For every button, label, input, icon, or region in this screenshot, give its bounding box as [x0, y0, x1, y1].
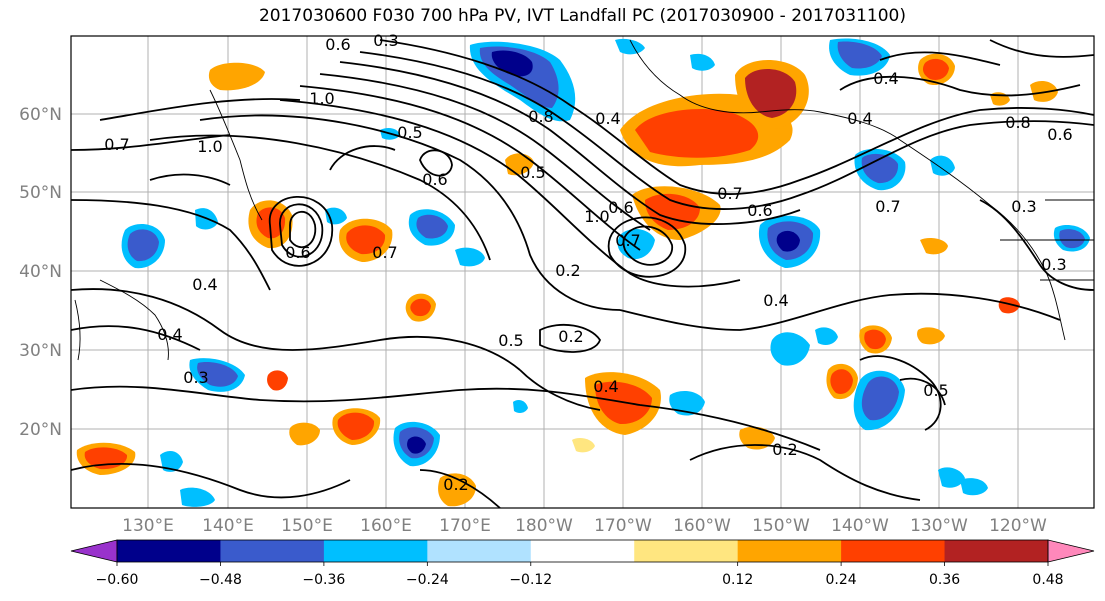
colorbar-segment: [530, 540, 635, 562]
contour-label: 0.5: [397, 123, 422, 142]
latitude-tick-label: 50°N: [19, 183, 62, 203]
latitude-tick-label: 20°N: [19, 420, 62, 440]
contour-label: 0.6: [325, 35, 350, 54]
colorbar-segment: [427, 540, 532, 562]
colorbar-tick-label: −0.60: [96, 572, 139, 588]
longitude-tick-label: 160°W: [673, 516, 731, 536]
contour-label: 0.5: [520, 163, 545, 182]
colorbar-tick-label: 0.24: [826, 572, 857, 588]
colorbar-tick-label: −0.48: [199, 572, 242, 588]
latitude-tick-label: 60°N: [19, 105, 62, 125]
colorbar-segment: [737, 540, 842, 562]
longitude-tick-label: 120°W: [989, 516, 1047, 536]
longitude-tick-label: 170°W: [594, 516, 652, 536]
contour-label: 0.2: [772, 440, 797, 459]
latitude-ticks: 60°N 50°N 40°N 30°N 20°N: [19, 105, 62, 440]
contour-lines: [71, 39, 1094, 508]
contour-label: 0.4: [593, 377, 618, 396]
contour-label: 0.6: [285, 243, 310, 262]
contour-label: 0.4: [847, 109, 872, 128]
colorbar-segment: [944, 540, 1049, 562]
contour-label: 1.0: [197, 137, 222, 156]
longitude-tick-label: 170°E: [439, 516, 491, 536]
longitude-tick-label: 150°W: [752, 516, 810, 536]
longitude-ticks: 130°E 140°E 150°E 160°E 170°E 180°W 170°W 160°W…: [122, 516, 1047, 536]
shaded-anomalies: [76, 38, 1090, 507]
colorbar-tick-label: 0.36: [929, 572, 960, 588]
contour-label: 0.3: [1011, 197, 1036, 216]
colorbar-tick-label: −0.36: [302, 572, 345, 588]
contour-label: 0.6: [422, 170, 447, 189]
latitude-tick-label: 40°N: [19, 262, 62, 282]
map-frame-bg: [71, 36, 1094, 508]
colorbar-tick-label: 0.48: [1032, 572, 1063, 588]
contour-label: 0.4: [157, 325, 182, 344]
latitude-tick-label: 30°N: [19, 341, 62, 361]
contour-label: 0.7: [717, 184, 742, 203]
longitude-tick-label: 130°W: [910, 516, 968, 536]
contour-label: 0.7: [875, 197, 900, 216]
colorbar-segment: [117, 540, 221, 562]
colorbar-segment: [220, 540, 325, 562]
contour-label: 1.0: [309, 89, 334, 108]
contour-label: 0.7: [104, 135, 129, 154]
contour-label: 0.5: [498, 331, 523, 350]
colorbar-extend-min: [70, 539, 118, 563]
colorbar-tick-label: 0.12: [722, 572, 753, 588]
contour-label: 0.3: [1041, 255, 1066, 274]
colorbar-segment: [634, 540, 739, 562]
contour-label: 0.4: [763, 291, 788, 310]
contour-label: 0.3: [183, 368, 208, 387]
longitude-tick-label: 140°E: [202, 516, 254, 536]
colorbar-outline: [116, 539, 1049, 563]
colorbar-tick-label: −0.12: [509, 572, 552, 588]
longitude-tick-label: 180°W: [515, 516, 573, 536]
longitude-tick-label: 140°W: [831, 516, 889, 536]
contour-label: 0.4: [873, 69, 898, 88]
map-frame: [70, 35, 1095, 509]
colorbar: [70, 539, 1095, 563]
contour-label: 0.4: [595, 109, 620, 128]
contour-label: 0.2: [558, 327, 583, 346]
contour-label: 0.8: [1005, 113, 1030, 132]
longitude-tick-label: 160°E: [360, 516, 412, 536]
graticule: [71, 36, 1094, 508]
colorbar-segment: [323, 540, 428, 562]
contour-label: 1.0: [584, 207, 609, 226]
colorbar-segment: [841, 540, 946, 562]
coastlines: [74, 39, 1094, 361]
colorbar-tick-label: −0.24: [406, 572, 449, 588]
map-title: 2017030600 F030 700 hPa PV, IVT Landfall…: [258, 6, 906, 26]
contour-label: 0.6: [608, 198, 633, 217]
longitude-tick-label: 130°E: [122, 516, 174, 536]
contour-label: 0.6: [1047, 125, 1072, 144]
contour-label: 0.8: [528, 107, 553, 126]
contour-label: 0.2: [555, 261, 580, 280]
contour-label: 0.7: [615, 231, 640, 250]
contour-label: 0.2: [443, 475, 468, 494]
contour-label: 0.4: [192, 275, 217, 294]
longitude-tick-label: 150°E: [281, 516, 333, 536]
contour-label: 0.3: [373, 31, 398, 50]
colorbar-extend-max: [1047, 539, 1095, 563]
colorbar-tick-labels: −0.60 −0.48 −0.36 −0.24 −0.12 0.12 0.24 0.36 0.4…: [96, 562, 1064, 588]
contour-label: 0.6: [747, 201, 772, 220]
contour-label: 0.7: [372, 243, 397, 262]
contour-label: 0.5: [923, 381, 948, 400]
contour-label-group: 0.6 0.3 1.0 0.7 1.0 0.4 0.8 0.5 0.6 0.7 0.6 0.7 0.4 0…: [104, 31, 1072, 494]
